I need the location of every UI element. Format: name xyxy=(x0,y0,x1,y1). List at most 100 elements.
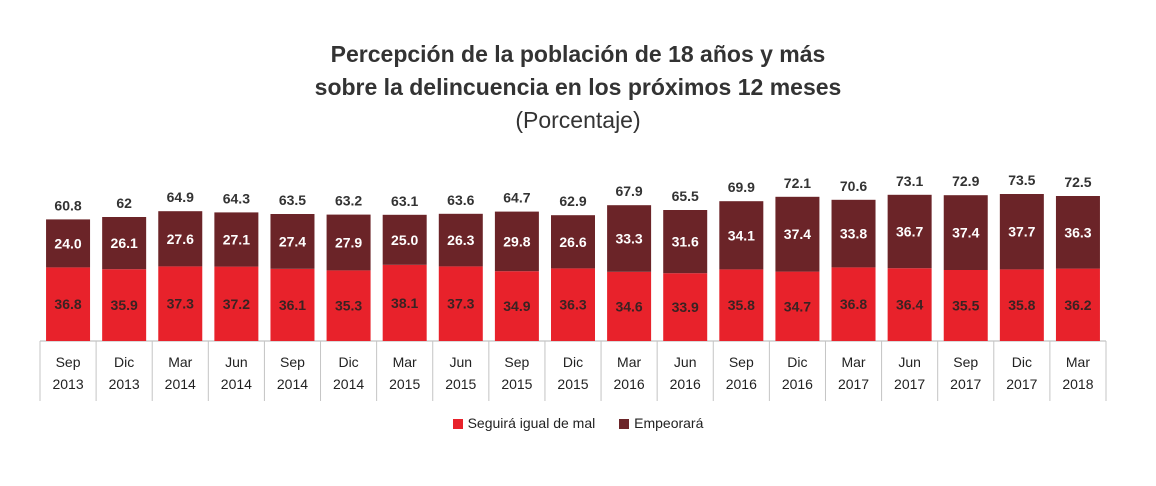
data-label-seguira: 37.3 xyxy=(167,296,194,312)
data-label-empeorara: 36.3 xyxy=(1064,224,1091,240)
data-label-seguira: 38.1 xyxy=(391,295,418,311)
data-label-empeorara: 26.3 xyxy=(447,232,474,248)
bar-empeorara xyxy=(326,214,371,271)
total-label: 64.9 xyxy=(167,189,194,205)
total-label: 72.9 xyxy=(952,173,979,189)
bar-empeorara xyxy=(607,205,652,272)
x-tick-label-month: Jun xyxy=(225,354,248,370)
x-tick-label-year: 2017 xyxy=(950,376,981,392)
data-label-empeorara: 36.7 xyxy=(896,224,923,240)
bar-empeorara xyxy=(46,219,91,268)
bar-empeorara xyxy=(663,210,708,274)
x-tick-label-month: Sep xyxy=(953,354,978,370)
x-tick-label-month: Mar xyxy=(393,354,417,370)
total-label: 63.2 xyxy=(335,193,362,209)
total-label: 70.6 xyxy=(840,178,867,194)
bar-empeorara xyxy=(719,201,764,270)
data-label-empeorara: 34.1 xyxy=(728,227,755,243)
data-label-seguira: 33.9 xyxy=(672,299,699,315)
bar-empeorara xyxy=(270,214,315,269)
data-label-empeorara: 33.8 xyxy=(840,226,867,242)
x-tick-label-year: 2015 xyxy=(389,376,420,392)
bar-seguira-igual xyxy=(382,264,427,341)
data-label-empeorara: 29.8 xyxy=(503,233,530,249)
data-label-empeorara: 27.4 xyxy=(279,233,306,249)
x-tick-label-year: 2017 xyxy=(1006,376,1037,392)
bar-seguira-igual xyxy=(999,269,1044,341)
x-tick-label-year: 2014 xyxy=(333,376,364,392)
data-label-empeorara: 26.1 xyxy=(111,235,138,251)
data-label-empeorara: 25.0 xyxy=(391,232,418,248)
total-label: 72.5 xyxy=(1064,174,1091,190)
x-tick-label-month: Dic xyxy=(114,354,134,370)
bar-seguira-igual xyxy=(46,267,91,341)
legend-item-seguira: Seguirá igual de mal xyxy=(452,415,596,432)
chart-legend: Seguirá igual de mal Empeorará xyxy=(0,414,1156,431)
bar-empeorara xyxy=(214,212,259,267)
bar-seguira-igual xyxy=(494,271,539,341)
data-label-seguira: 36.8 xyxy=(54,296,81,312)
x-tick-label-year: 2015 xyxy=(501,376,532,392)
legend-label-empeorara: Empeorará xyxy=(634,415,704,432)
data-label-seguira: 34.6 xyxy=(615,298,642,314)
x-tick-label-month: Dic xyxy=(563,354,583,370)
data-label-seguira: 36.3 xyxy=(559,297,586,313)
bar-empeorara xyxy=(494,211,539,272)
data-label-seguira: 36.1 xyxy=(279,297,306,313)
data-label-empeorara: 31.6 xyxy=(672,234,699,250)
x-tick-label-month: Mar xyxy=(1066,354,1090,370)
total-label: 62 xyxy=(116,195,132,211)
total-label: 63.1 xyxy=(391,193,418,209)
data-label-seguira: 34.7 xyxy=(784,298,811,314)
data-label-empeorara: 24.0 xyxy=(54,235,81,251)
x-tick-label-year: 2017 xyxy=(838,376,869,392)
bar-empeorara xyxy=(943,195,988,270)
total-label: 62.9 xyxy=(559,193,586,209)
bar-empeorara xyxy=(887,194,932,269)
x-tick-label-month: Dic xyxy=(338,354,358,370)
x-tick-label-month: Jun xyxy=(674,354,697,370)
x-tick-label-year: 2016 xyxy=(614,376,645,392)
x-tick-label-month: Dic xyxy=(787,354,807,370)
total-label: 65.5 xyxy=(672,188,699,204)
legend-swatch-empeorara xyxy=(619,419,630,430)
bar-seguira-igual xyxy=(1055,268,1100,341)
x-tick-label-month: Mar xyxy=(841,354,865,370)
bar-seguira-igual xyxy=(270,268,315,341)
bar-seguira-igual xyxy=(102,269,147,341)
x-tick-label-month: Jun xyxy=(898,354,921,370)
data-label-empeorara: 26.6 xyxy=(559,234,586,250)
x-tick-label-year: 2014 xyxy=(165,376,196,392)
legend-swatch-seguira xyxy=(452,419,463,430)
legend-label-seguira: Seguirá igual de mal xyxy=(467,415,596,432)
bar-seguira-igual xyxy=(719,269,764,341)
bar-seguira-igual xyxy=(438,266,483,341)
x-tick-label-month: Sep xyxy=(280,354,305,370)
total-label: 63.6 xyxy=(447,192,474,208)
data-label-empeorara: 37.4 xyxy=(784,226,811,242)
x-tick-label-year: 2014 xyxy=(221,376,252,392)
data-label-seguira: 35.8 xyxy=(1008,297,1035,313)
bar-empeorara xyxy=(831,199,876,268)
bar-seguira-igual xyxy=(887,268,932,341)
data-label-empeorara: 27.6 xyxy=(167,231,194,247)
bar-empeorara xyxy=(102,217,147,270)
total-label: 60.8 xyxy=(54,197,81,213)
total-label: 64.7 xyxy=(503,190,530,206)
data-label-seguira: 35.8 xyxy=(728,297,755,313)
bar-seguira-igual xyxy=(943,270,988,341)
total-label: 73.1 xyxy=(896,173,923,189)
bar-seguira-igual xyxy=(326,270,371,341)
data-label-seguira: 35.5 xyxy=(952,298,979,314)
bar-seguira-igual xyxy=(551,268,595,341)
data-label-empeorara: 33.3 xyxy=(615,231,642,247)
x-tick-label-year: 2016 xyxy=(670,376,701,392)
x-tick-label-year: 2015 xyxy=(445,376,476,392)
total-label: 64.3 xyxy=(223,190,250,206)
data-label-empeorara: 37.7 xyxy=(1008,224,1035,240)
data-label-seguira: 36.2 xyxy=(1064,297,1091,313)
total-label: 63.5 xyxy=(279,192,306,208)
bar-empeorara xyxy=(1055,196,1100,269)
chart-title-block: Percepción de la población de 18 años y … xyxy=(0,38,1156,136)
